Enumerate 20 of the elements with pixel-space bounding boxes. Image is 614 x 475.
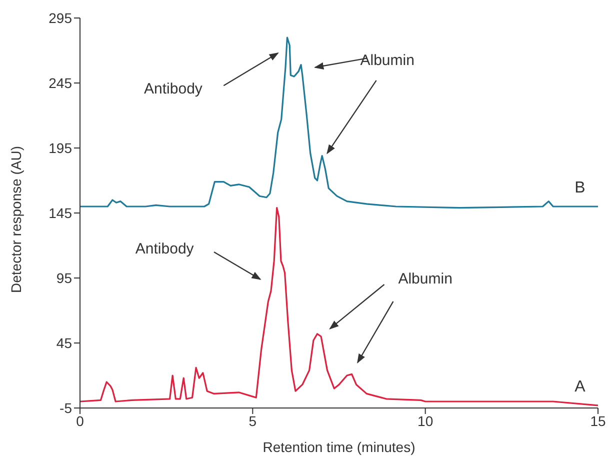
series-label: A [574, 378, 586, 396]
series-label: B [574, 180, 586, 196]
annotation: Albumin [360, 52, 414, 69]
y-tick-label: 145 [48, 204, 72, 221]
y-tick-label: -5 [60, 400, 72, 416]
y-axis-title: Detector response (AU) [8, 146, 24, 293]
annotation: Albumin [398, 270, 452, 288]
annotation: Antibody [144, 80, 203, 98]
y-tick-label: 245 [48, 74, 72, 91]
line-series [80, 36, 598, 209]
x-tick-label: 0 [76, 412, 84, 429]
y-tick-label: 295 [48, 10, 72, 26]
y-tick-label: 45 [56, 334, 72, 351]
x-tick-label: 10 [418, 412, 434, 429]
x-tick-label: 5 [248, 412, 257, 429]
x-axis-title: Retention time (minutes) [262, 439, 416, 455]
annotation: Antibody [135, 240, 194, 258]
x-tick-label: 15 [590, 412, 606, 429]
y-tick-label: 95 [56, 270, 72, 286]
y-tick-label: 195 [48, 140, 72, 156]
